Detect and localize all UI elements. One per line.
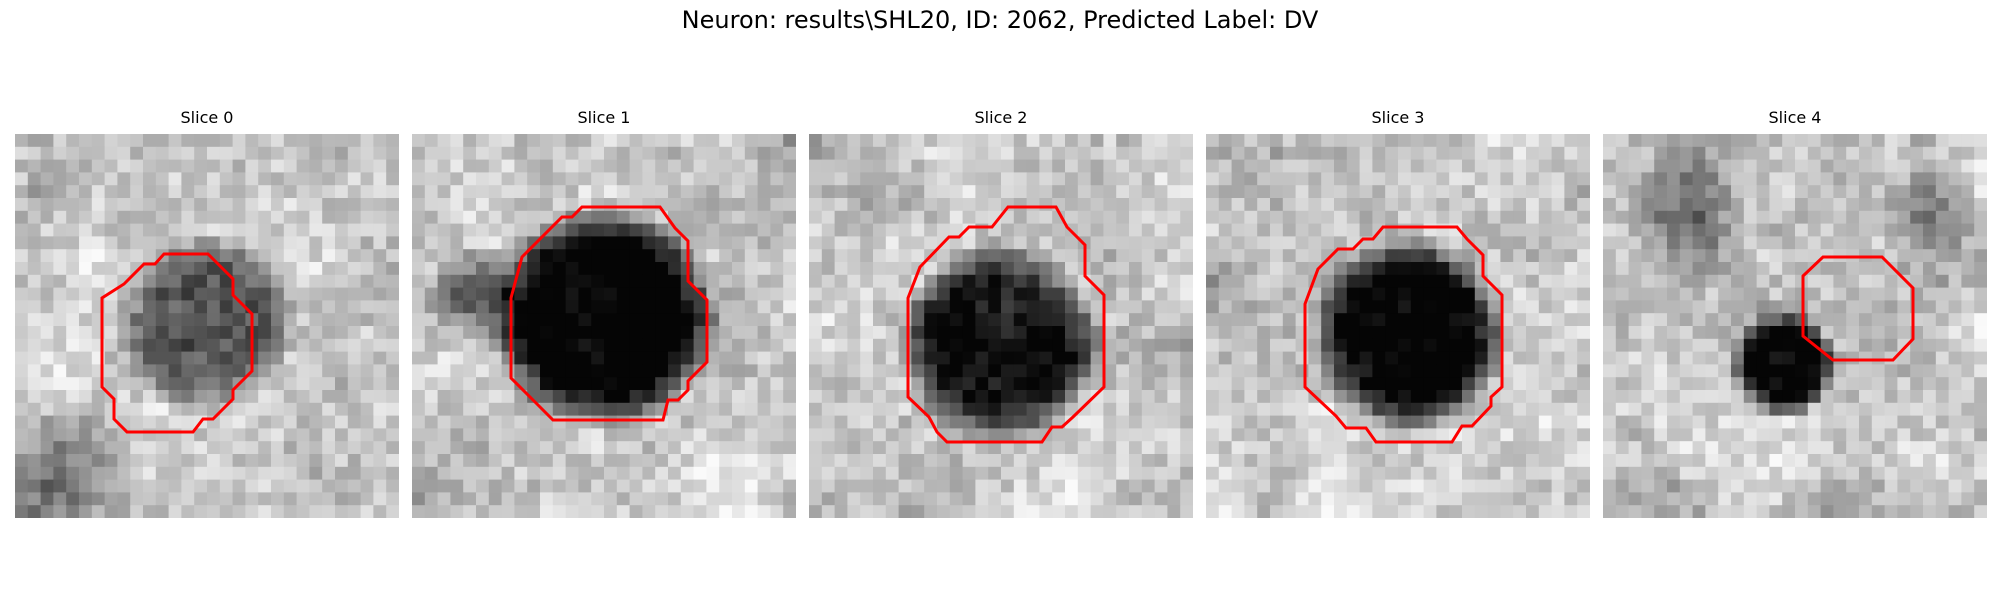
slice-title: Slice 4	[1768, 108, 1822, 127]
slice-image-3	[1206, 134, 1590, 518]
slice-title: Slice 1	[577, 108, 631, 127]
slice-image-4	[1603, 134, 1987, 518]
slice-title: Slice 3	[1371, 108, 1425, 127]
slice-panel-3: Slice 3	[1206, 108, 1590, 518]
roi-contour	[100, 252, 254, 434]
slice-panel-2: Slice 2	[809, 108, 1193, 518]
slice-panel-1: Slice 1	[412, 108, 796, 518]
roi-contour	[906, 205, 1106, 444]
slice-image-0	[15, 134, 399, 518]
slice-image-2	[809, 134, 1193, 518]
slice-image-1	[412, 134, 796, 518]
slice-panel-0: Slice 0	[15, 108, 399, 518]
roi-contour	[509, 205, 709, 422]
figure-title: Neuron: results\SHL20, ID: 2062, Predict…	[681, 6, 1319, 34]
roi-contour	[1303, 225, 1504, 444]
slice-panel-4: Slice 4	[1603, 108, 1987, 518]
roi-contour	[1801, 255, 1915, 362]
slice-title: Slice 2	[974, 108, 1028, 127]
slice-title: Slice 0	[180, 108, 234, 127]
